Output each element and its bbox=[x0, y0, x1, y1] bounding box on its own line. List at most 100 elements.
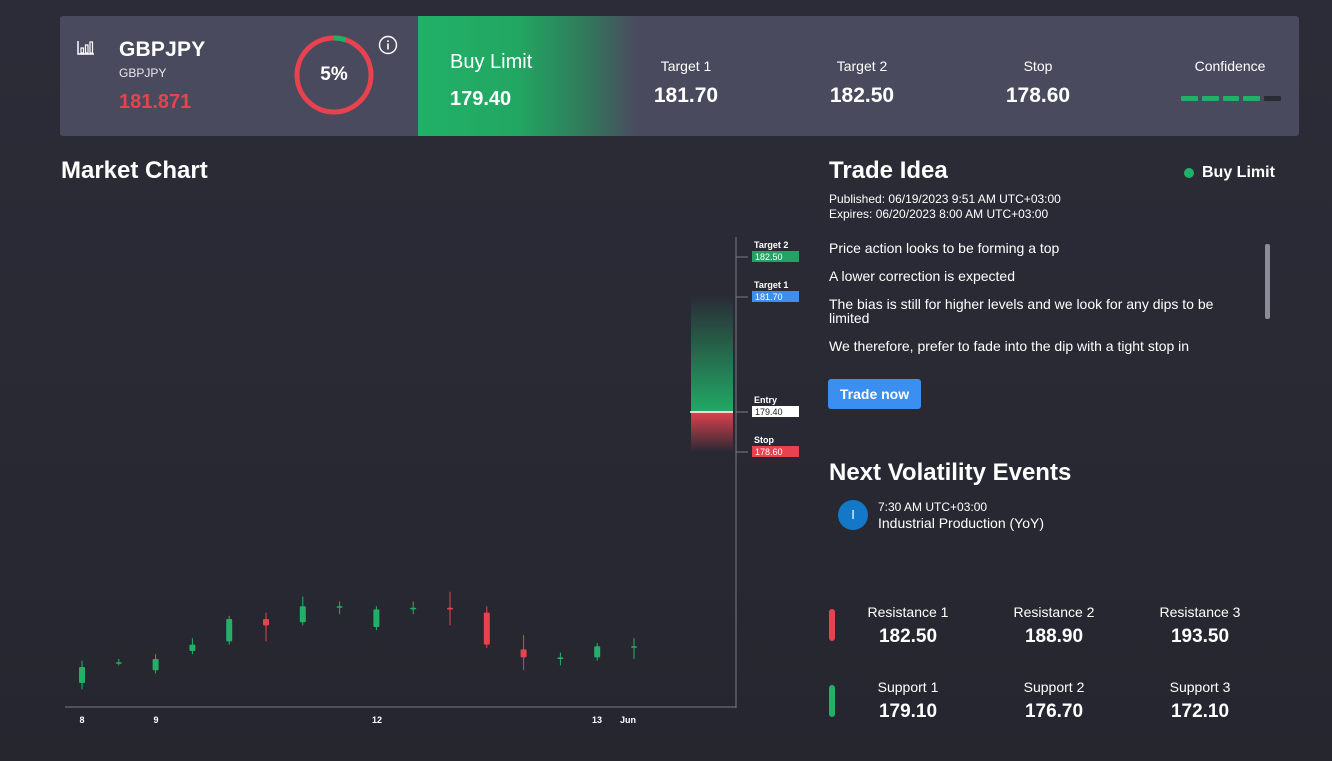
target-1-value: 181.70 bbox=[653, 84, 719, 107]
candle-body bbox=[631, 646, 637, 648]
confidence-segment bbox=[1181, 96, 1198, 101]
events-title: Next Volatility Events bbox=[829, 459, 1072, 486]
x-axis-ticks: 8 9 12 13 Jun bbox=[79, 715, 636, 725]
target-1-stat: Target 1 181.70 bbox=[616, 58, 756, 108]
published-value: 06/19/2023 9:51 AM UTC+03:00 bbox=[888, 192, 1061, 206]
candle-body bbox=[299, 606, 306, 623]
signal-panel: Buy Limit 179.40 bbox=[418, 16, 638, 136]
level-price-box bbox=[752, 406, 799, 417]
candle-body bbox=[226, 619, 233, 642]
confidence-segment bbox=[1243, 96, 1261, 101]
confidence-ring bbox=[294, 35, 374, 115]
description-scrollbar[interactable] bbox=[1265, 244, 1270, 319]
candle-body bbox=[115, 662, 122, 664]
support-1: Support 1 179.10 bbox=[833, 679, 983, 723]
resistance-3-label: Resistance 3 bbox=[1159, 604, 1241, 620]
candle-body bbox=[557, 657, 564, 659]
resistance-1-label: Resistance 1 bbox=[867, 604, 949, 620]
resistance-2: Resistance 2 188.90 bbox=[979, 604, 1129, 648]
level-price-box bbox=[752, 446, 799, 457]
candle-body bbox=[79, 667, 85, 683]
resistance-3: Resistance 3 193.50 bbox=[1125, 604, 1275, 648]
candle-body bbox=[336, 606, 343, 608]
confidence-segment bbox=[1264, 96, 1281, 101]
target-2-label: Target 2 bbox=[836, 58, 888, 74]
trade-idea-description[interactable]: Price action looks to be forming a top A… bbox=[829, 241, 1249, 356]
x-tick-label: 12 bbox=[372, 715, 382, 725]
bar-chart-icon bbox=[77, 41, 94, 55]
confidence-label: Confidence bbox=[1194, 58, 1266, 74]
x-tick-label: 13 bbox=[592, 715, 602, 725]
level-name: Target 1 bbox=[754, 280, 788, 290]
published-label: Published: bbox=[829, 192, 886, 206]
event-name[interactable]: Industrial Production (YoY) bbox=[878, 515, 1045, 531]
support-3: Support 3 172.10 bbox=[1125, 679, 1275, 723]
level-labels: Target 2 182.50 Target 1 181.70 Entry 179.40 S… bbox=[736, 240, 799, 457]
level-name: Entry bbox=[754, 395, 777, 405]
level-price-box bbox=[752, 291, 799, 302]
support-3-value: 172.10 bbox=[1170, 701, 1230, 722]
support-1-value: 179.10 bbox=[878, 701, 938, 722]
resistance-2-label: Resistance 2 bbox=[1013, 604, 1095, 620]
signal-type: Buy Limit bbox=[450, 51, 533, 73]
support-2-label: Support 2 bbox=[1023, 679, 1085, 695]
signal-entry-price: 179.40 bbox=[450, 88, 512, 110]
trade-idea-badge-label: Buy Limit bbox=[1202, 164, 1275, 181]
support-1-label: Support 1 bbox=[877, 679, 939, 695]
candle-body bbox=[263, 619, 269, 626]
description-paragraph: The bias is still for higher levels and … bbox=[829, 296, 1214, 326]
candle-body bbox=[410, 607, 417, 610]
expires-label: Expires: bbox=[829, 207, 873, 221]
target-2-value: 182.50 bbox=[829, 84, 895, 107]
target-2-stat: Target 2 182.50 bbox=[792, 58, 932, 108]
trade-idea-badge: Buy Limit bbox=[1184, 164, 1275, 182]
x-tick-label: 9 bbox=[153, 715, 158, 725]
level-price: 179.40 bbox=[755, 407, 783, 417]
description-paragraph: Price action looks to be forming a top bbox=[829, 241, 1060, 256]
level-price: 178.60 bbox=[755, 447, 783, 457]
info-icon[interactable] bbox=[378, 35, 398, 55]
trade-now-button[interactable]: Trade now bbox=[828, 379, 921, 409]
target-1-label: Target 1 bbox=[660, 58, 712, 74]
x-tick-label: Jun bbox=[620, 715, 636, 725]
candle-body bbox=[189, 644, 196, 651]
support-2-value: 176.70 bbox=[1024, 701, 1084, 722]
support-indicator bbox=[829, 685, 835, 717]
target-zone bbox=[691, 295, 733, 412]
x-tick-label: 8 bbox=[79, 715, 84, 725]
candles bbox=[79, 591, 637, 690]
confidence-segment bbox=[1201, 96, 1219, 101]
confidence-bar bbox=[1181, 96, 1281, 101]
market-chart-title: Market Chart bbox=[61, 157, 208, 184]
stop-stat: Stop 178.60 bbox=[968, 58, 1108, 108]
stop-value: 178.60 bbox=[1005, 84, 1071, 107]
support-3-label: Support 3 bbox=[1169, 679, 1231, 695]
resistance-2-value: 188.90 bbox=[1024, 626, 1084, 647]
expires-line: Expires: 06/20/2023 8:00 AM UTC+03:00 bbox=[829, 207, 1048, 221]
confidence-segment bbox=[1222, 96, 1240, 101]
candle-body bbox=[373, 609, 380, 627]
candle-body bbox=[520, 649, 527, 658]
confidence-percent: 5% bbox=[320, 64, 348, 85]
symbol-name: GBPJPY bbox=[119, 38, 206, 61]
resistance-1-value: 182.50 bbox=[878, 626, 938, 647]
event-time: 7:30 AM UTC+03:00 bbox=[878, 500, 988, 514]
event-indicator-icon: I bbox=[838, 500, 868, 530]
resistance-indicator bbox=[829, 609, 835, 641]
published-line: Published: 06/19/2023 9:51 AM UTC+03:00 bbox=[829, 192, 1061, 206]
level-name: Stop bbox=[754, 435, 774, 445]
stop-zone bbox=[691, 412, 733, 452]
level-price-box bbox=[752, 251, 799, 262]
description-paragraph: A lower correction is expected bbox=[829, 268, 1015, 284]
candle-body bbox=[152, 659, 159, 671]
status-dot-icon bbox=[1184, 168, 1194, 178]
expires-value: 06/20/2023 8:00 AM UTC+03:00 bbox=[875, 207, 1049, 221]
level-price: 182.50 bbox=[755, 252, 783, 262]
description-paragraph: We therefore, prefer to fade into the di… bbox=[829, 338, 1190, 354]
candle-body bbox=[447, 607, 453, 610]
level-price: 181.70 bbox=[755, 292, 783, 302]
market-chart[interactable]: Target 2 182.50 Target 1 181.70 Entry 179.40 S… bbox=[0, 0, 820, 761]
candle-body bbox=[594, 646, 601, 658]
symbol-subtitle: GBPJPY bbox=[119, 66, 167, 80]
